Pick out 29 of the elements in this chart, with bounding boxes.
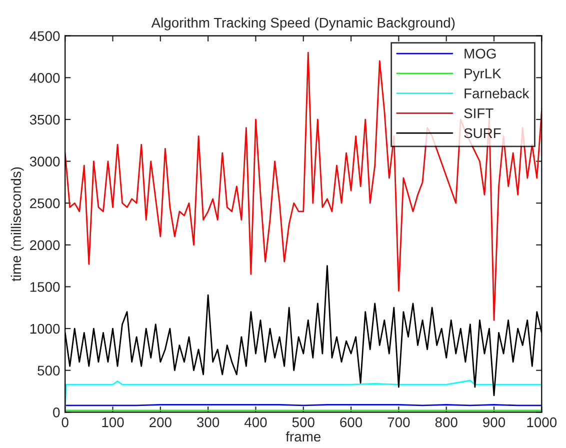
x-tick-label: 900 xyxy=(483,417,506,428)
y-tick-label: 1500 xyxy=(30,282,60,292)
x-tick-label: 500 xyxy=(292,417,314,428)
legend-label: SURF xyxy=(464,128,501,138)
y-tick-label: 4000 xyxy=(30,72,60,83)
y-tick-label: 2000 xyxy=(30,240,60,250)
x-tick-label: 400 xyxy=(244,417,267,428)
y-tick-label: 500 xyxy=(38,366,60,376)
y-tick-label: 1000 xyxy=(30,324,60,334)
x-tick-label: 200 xyxy=(150,417,172,428)
x-tick-label: 700 xyxy=(388,417,410,428)
x-tick-label: 800 xyxy=(435,417,458,428)
y-tick-label: 3500 xyxy=(30,114,60,125)
x-tick-label: 100 xyxy=(102,417,124,428)
legend-label: Farneback xyxy=(464,88,530,98)
y-tick-label: 2500 xyxy=(30,198,60,208)
x-tick-label: 600 xyxy=(340,417,362,428)
x-tick-label: 0 xyxy=(62,417,68,428)
y-tick-label: 4500 xyxy=(30,31,60,42)
x-axis-title: frame xyxy=(286,431,321,442)
legend-label: MOG xyxy=(464,48,496,59)
legend-label: PyrLK xyxy=(464,68,502,82)
y-tick-label: 3000 xyxy=(30,156,60,166)
y-axis-title: time (milliseconds) xyxy=(10,167,24,282)
y-tick-label: 0 xyxy=(53,407,60,418)
x-tick-label: 1000 xyxy=(527,417,557,428)
chart-title: Algorithm Tracking Speed (Dynamic Background) xyxy=(151,17,455,30)
legend-label: SIFT xyxy=(464,108,494,118)
x-tick-label: 300 xyxy=(197,417,220,428)
